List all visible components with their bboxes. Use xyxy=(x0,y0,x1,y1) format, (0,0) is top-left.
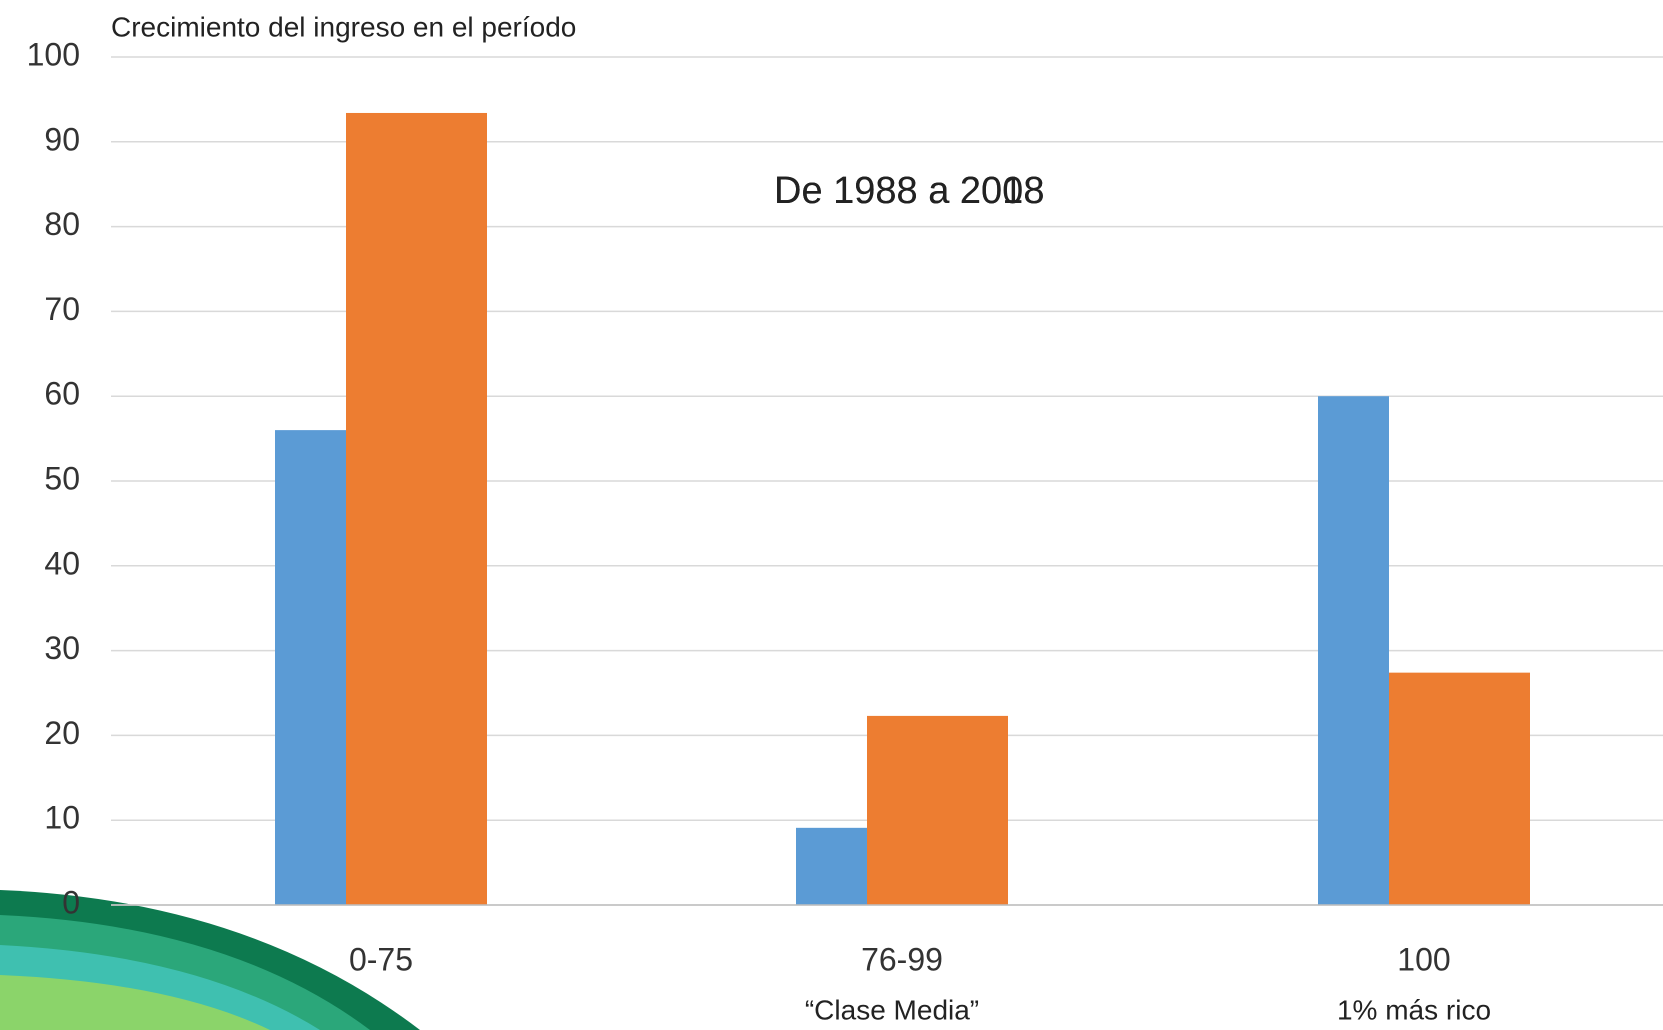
y-tick-label: 90 xyxy=(44,121,80,157)
y-tick-label: 30 xyxy=(44,630,80,666)
bar xyxy=(275,430,346,905)
y-tick-label: 40 xyxy=(44,545,80,581)
decoration xyxy=(0,890,420,1030)
y-tick-label: 70 xyxy=(44,291,80,327)
x-tick-label: 76-99 xyxy=(861,941,943,977)
bar xyxy=(1318,396,1389,905)
y-tick-label: 60 xyxy=(44,376,80,412)
y-tick-label: 80 xyxy=(44,206,80,242)
x-tick-label: 100 xyxy=(1397,941,1450,977)
y-tick-label: 50 xyxy=(44,460,80,496)
y-tick-label: 10 xyxy=(44,800,80,836)
y-tick-label: 0 xyxy=(62,884,80,920)
category-note: 1% más rico xyxy=(1337,994,1491,1025)
bar xyxy=(1389,672,1530,905)
category-note: “Clase Media” xyxy=(805,994,979,1025)
annotation: De 1988 a 2008 xyxy=(774,170,1044,212)
x-tick-label: 0-75 xyxy=(349,941,413,977)
bar xyxy=(346,112,487,905)
y-tick-label: 100 xyxy=(27,36,80,72)
bar xyxy=(796,827,867,905)
chart-title: Crecimiento del ingreso en el período xyxy=(111,11,576,42)
y-tick-label: 20 xyxy=(44,715,80,751)
annotation: De 1988 a 2018 xyxy=(774,170,1044,212)
bar xyxy=(867,715,1008,905)
